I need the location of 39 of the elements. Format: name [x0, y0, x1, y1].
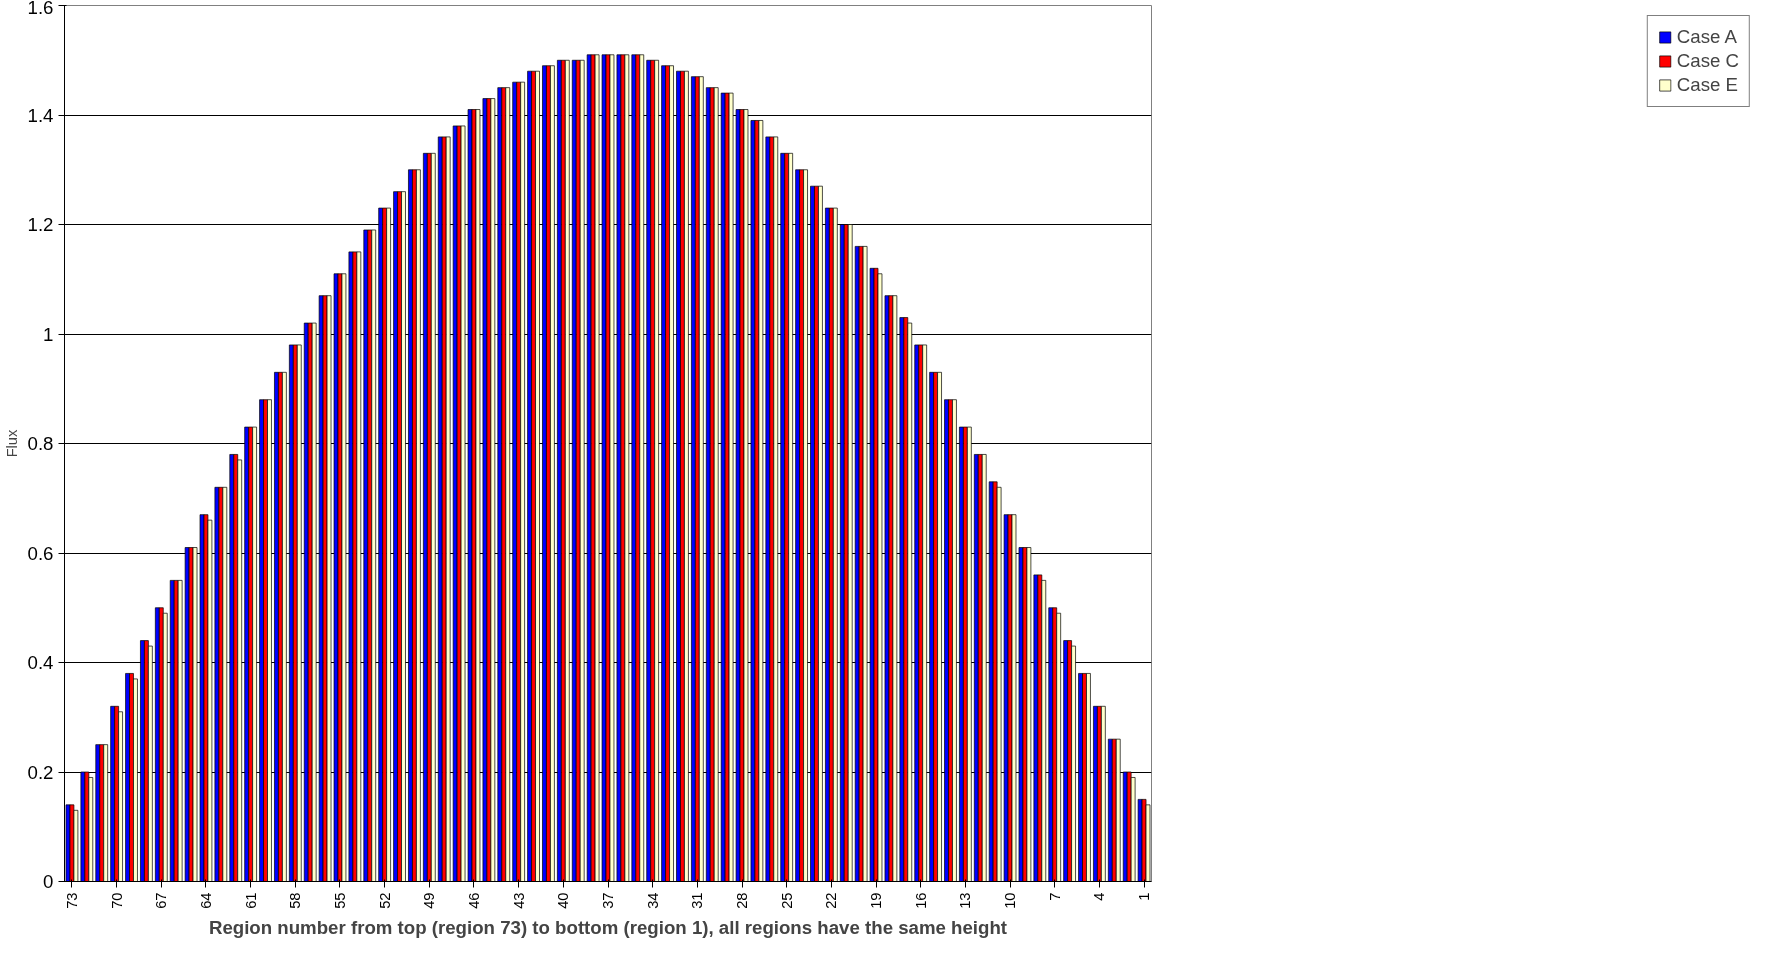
legend-label: Case C	[1676, 50, 1739, 72]
x-tick-label: 49	[421, 892, 438, 909]
x-tick-label: 58	[287, 892, 304, 909]
y-axis-title: Flux	[3, 428, 20, 458]
y-tick-label: 1.2	[27, 214, 54, 235]
x-tick-label: 55	[331, 892, 348, 909]
x-tick-label: 67	[153, 892, 170, 909]
x-tick-label: 1	[1136, 892, 1153, 901]
x-tick-label: 46	[465, 892, 482, 909]
legend-label: Case A	[1676, 26, 1737, 48]
x-tick-label: 73	[63, 892, 80, 909]
x-tick-label: 31	[689, 892, 706, 909]
y-tick-label: 0.2	[27, 761, 54, 783]
x-tick-label: 10	[1002, 892, 1019, 909]
x-tick-label: 70	[108, 892, 125, 909]
y-tick-label: 0	[43, 871, 54, 892]
x-tick-label: 25	[778, 892, 795, 909]
x-tick-label: 52	[376, 892, 393, 909]
x-axis-title: Region number from top (region 73) to bottom (region 1), all regions have the same height	[208, 916, 1008, 938]
x-tick-label: 43	[510, 892, 527, 909]
x-tick-label: 64	[197, 892, 214, 909]
x-tick-label: 4	[1091, 892, 1108, 901]
x-tick-label: 34	[644, 892, 661, 909]
x-tick-label: 16	[912, 892, 929, 909]
x-tick-label: 7	[1046, 892, 1063, 901]
x-tick-label: 37	[600, 892, 616, 909]
legend-label: Case E	[1676, 74, 1738, 96]
x-tick-label: 19	[868, 892, 885, 909]
y-tick-label: 1.6	[27, 0, 54, 18]
x-tick-label: 61	[242, 892, 259, 909]
x-tick-label: 13	[957, 892, 974, 909]
x-tick-label: 28	[734, 892, 751, 909]
y-tick-label: 1	[43, 323, 54, 345]
y-tick-label: 0.4	[27, 652, 54, 673]
x-tick-label: 40	[555, 892, 572, 909]
y-tick-label: 0.8	[27, 433, 54, 454]
y-tick-label: 0.6	[27, 542, 54, 564]
y-tick-label: 1.4	[27, 104, 54, 126]
x-tick-label: 22	[823, 892, 840, 909]
